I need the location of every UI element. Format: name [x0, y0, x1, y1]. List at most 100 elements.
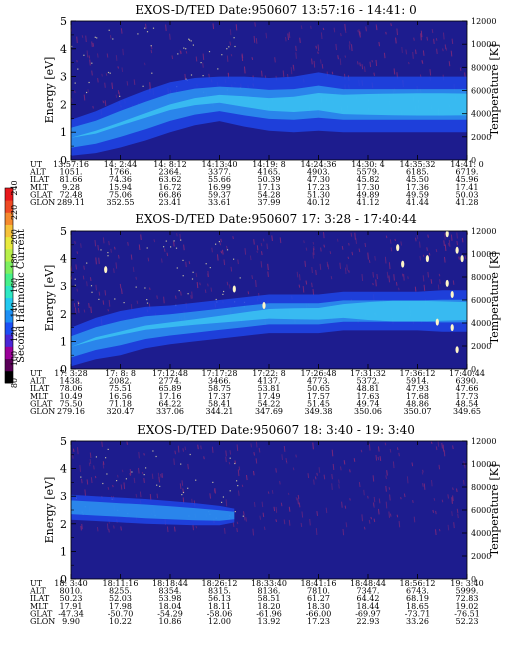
noise-speck [146, 302, 149, 304]
noise-mark [102, 461, 105, 465]
ephemeris-value: 48.86 [406, 399, 429, 408]
noise-mark [368, 443, 371, 451]
noise-speck [74, 278, 76, 280]
noise-speck [176, 267, 178, 269]
noise-mark [76, 59, 78, 63]
ephemeris-value: 17.49 [258, 392, 281, 401]
noise-speck [152, 27, 155, 29]
ephemeris-value: 17.16 [159, 392, 182, 401]
ephemeris-value: 6390. [456, 377, 479, 386]
noise-mark [378, 446, 380, 452]
ephemeris-value: 17.37 [208, 392, 231, 401]
noise-mark [359, 62, 361, 67]
y2-tick-label: 12000 [471, 437, 496, 446]
ephemeris-value: 40.12 [307, 198, 330, 207]
noise-speck [112, 38, 114, 40]
noise-mark [259, 515, 261, 520]
noise-mark [358, 29, 360, 36]
noise-mark [110, 248, 112, 253]
noise-mark [358, 482, 361, 488]
noise-mark [411, 462, 414, 467]
y-tick-label: 3 [60, 490, 67, 503]
noise-mark [315, 269, 317, 276]
noise-mark [320, 59, 322, 64]
noise-mark [431, 29, 434, 34]
y-tick-label: 4 [60, 253, 67, 266]
noise-mark [163, 248, 166, 252]
noise-mark [243, 511, 245, 516]
noise-mark [347, 256, 350, 260]
noise-mark [180, 291, 182, 296]
y-tick-label: 0 [60, 573, 67, 586]
y2-tick-label: 8000 [471, 63, 491, 72]
ephemeris-value: 18:11:16 [103, 579, 139, 588]
ephemeris-value: 344.21 [206, 407, 234, 416]
noise-mark [174, 526, 176, 532]
ephemeris-row-label: ILAT [30, 384, 50, 393]
ephemeris-value: 41.12 [357, 198, 380, 207]
ephemeris-value: 75.06 [109, 190, 132, 199]
noise-mark [375, 24, 378, 30]
colorbar-swatch [5, 188, 13, 201]
noise-mark [345, 522, 348, 528]
noise-speck [228, 46, 230, 48]
y-tick-label: 4 [60, 43, 67, 56]
noise-mark [274, 57, 276, 63]
noise-mark [98, 257, 100, 264]
noise-mark [367, 495, 369, 499]
noise-mark [74, 307, 77, 314]
noise-speck [192, 271, 194, 273]
noise-speck [222, 293, 224, 295]
noise-mark [444, 244, 447, 252]
noise-mark [126, 81, 129, 86]
noise-speck [191, 278, 194, 280]
ephemeris-value: 47.93 [406, 384, 429, 393]
noise-mark [108, 299, 111, 307]
ephemeris-value: 6743. [406, 587, 429, 596]
noise-mark [364, 66, 366, 72]
noise-mark [143, 453, 145, 456]
noise-mark [104, 290, 107, 296]
ephemeris-value: 4773. [307, 377, 330, 386]
noise-mark [94, 240, 97, 247]
noise-mark [400, 496, 402, 500]
bright-speck [232, 285, 236, 293]
noise-mark [138, 451, 140, 459]
noise-mark [282, 70, 285, 77]
ephemeris-value: 17:36:12 [400, 369, 436, 378]
noise-mark [444, 256, 446, 263]
noise-speck [182, 491, 185, 494]
ephemeris-value: 17.73 [456, 392, 479, 401]
ephemeris-value: 17:12:48 [152, 369, 188, 378]
noise-mark [373, 518, 376, 523]
ephemeris-value: 18:56:12 [400, 579, 436, 588]
noise-mark [105, 73, 108, 76]
ephemeris-value: 8315. [208, 587, 231, 596]
bright-speck [396, 244, 400, 252]
noise-mark [72, 448, 75, 453]
noise-speck [107, 255, 109, 257]
noise-mark [256, 250, 258, 253]
noise-mark [315, 528, 318, 536]
noise-speck [146, 247, 148, 249]
noise-mark [298, 284, 301, 288]
ephemeris-value: 16.99 [208, 183, 231, 192]
y-tick-label: 0 [60, 154, 67, 167]
noise-mark [292, 467, 295, 471]
ephemeris-row-label: MLT [30, 602, 49, 611]
noise-mark [318, 467, 321, 473]
panel-1: EXOS-D/TED Date:950607 13:57:16 - 14:41:… [29, 3, 501, 207]
noise-mark [106, 53, 109, 58]
noise-mark [326, 261, 329, 267]
noise-mark [301, 511, 304, 518]
ephemeris-value: 349.38 [305, 407, 333, 416]
noise-speck [102, 482, 104, 485]
noise-mark [312, 252, 314, 259]
noise-mark [374, 256, 376, 261]
noise-speck [86, 262, 88, 264]
ephemeris-value: 13.92 [258, 617, 281, 626]
noise-mark [390, 23, 392, 27]
noise-mark [76, 36, 78, 44]
noise-mark [96, 527, 99, 532]
noise-mark [86, 281, 88, 287]
